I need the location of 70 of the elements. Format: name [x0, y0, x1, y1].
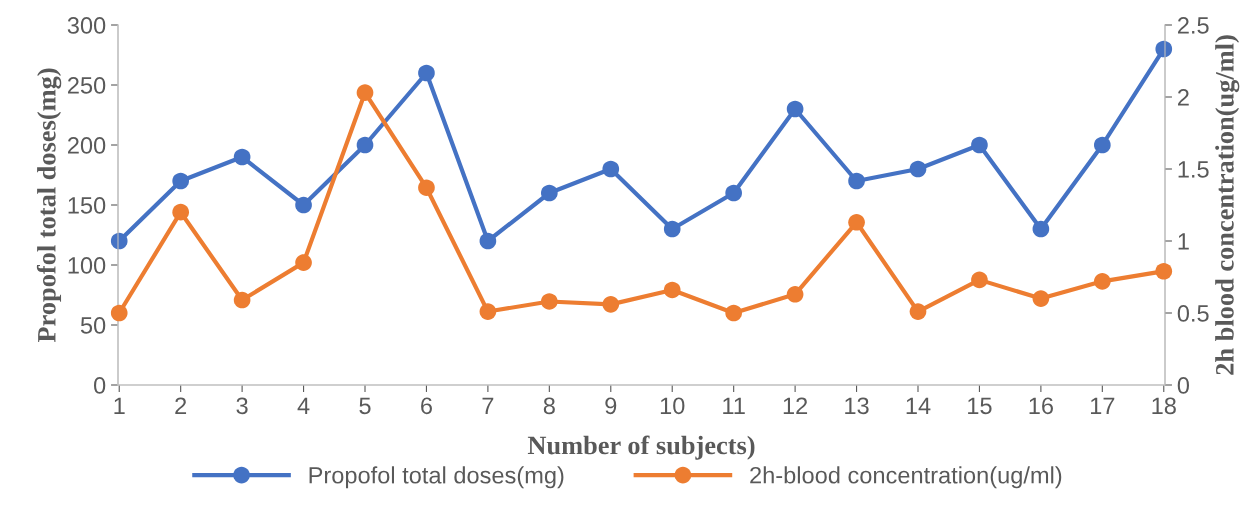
- point: [848, 213, 865, 231]
- x-tick-label: 15: [968, 397, 992, 415]
- point: [479, 303, 497, 320]
- y2-tick-label: 0: [1177, 377, 1190, 394]
- point: [909, 160, 927, 178]
- point: [295, 254, 312, 271]
- y2-tick-label: 2.5: [1177, 17, 1209, 34]
- x-tick-label: 10: [660, 397, 685, 415]
- x-tick-label: 16: [1029, 397, 1053, 415]
- y-axis-title: Propofol total doses(mg): [36, 68, 62, 343]
- y2-axis-title: 2h blood concentration(ug/ml): [1215, 35, 1240, 375]
- point: [725, 304, 742, 322]
- point: [848, 172, 865, 190]
- x-tick-label: 14: [906, 397, 931, 414]
- point: [786, 285, 804, 303]
- x-tick-label: 4: [297, 397, 310, 414]
- x-tick-label: 8: [543, 397, 555, 415]
- x-tick-label: 17: [1091, 397, 1115, 414]
- y-tick-label: 250: [67, 77, 106, 94]
- point: [725, 184, 742, 202]
- point: [1093, 136, 1111, 154]
- x-tick-label: 5: [359, 397, 371, 415]
- point: [295, 196, 312, 214]
- y2-tick-label: 1.5: [1178, 161, 1209, 178]
- point: [541, 293, 558, 310]
- point: [1032, 290, 1050, 307]
- point: [356, 84, 374, 102]
- y-tick-label: 50: [80, 317, 106, 334]
- x-tick-label: 7: [482, 397, 494, 414]
- point: [110, 304, 128, 322]
- point: [663, 220, 681, 238]
- x-tick-label: 11: [723, 397, 745, 414]
- point: [418, 179, 435, 197]
- point: [418, 64, 435, 82]
- point: [1093, 272, 1111, 290]
- y-tick-label: 150: [68, 197, 106, 214]
- point: [172, 203, 190, 221]
- point: [479, 232, 497, 250]
- x-tick-label: 6: [421, 397, 432, 415]
- point: [356, 136, 374, 154]
- x-tick-label: 13: [845, 397, 869, 415]
- y2-tick-label: 1: [1178, 233, 1189, 250]
- point: [172, 172, 190, 190]
- point: [1032, 220, 1050, 238]
- x-tick-label: 2: [175, 397, 187, 414]
- point: [786, 100, 804, 118]
- point: [541, 184, 558, 202]
- point: [602, 296, 620, 313]
- point: [602, 160, 620, 178]
- legend-label: 2h-blood concentration(ug/ml): [750, 466, 1062, 489]
- point: [1155, 262, 1173, 280]
- x-axis-title: Number of subjects): [527, 435, 755, 460]
- x-tick-label: 1: [114, 397, 125, 414]
- y-tick-label: 0: [93, 377, 106, 394]
- x-tick-label: 9: [605, 397, 617, 415]
- point: [909, 303, 927, 320]
- y-tick-label: 100: [68, 257, 106, 274]
- y-tick-label: 300: [67, 17, 106, 34]
- legend-label: Propofol total doses(mg): [309, 466, 564, 489]
- point: [971, 136, 988, 154]
- x-tick-label: 3: [236, 397, 248, 415]
- x-tick-label: 18: [1152, 397, 1176, 415]
- y2-tick-label: 2: [1177, 89, 1189, 106]
- x-tick-label: 12: [783, 397, 808, 414]
- point: [233, 291, 251, 309]
- point: [663, 281, 681, 299]
- point: [233, 148, 251, 166]
- point: [971, 271, 988, 289]
- y2-tick-label: 0.5: [1177, 305, 1209, 322]
- y-tick-label: 200: [67, 137, 106, 154]
